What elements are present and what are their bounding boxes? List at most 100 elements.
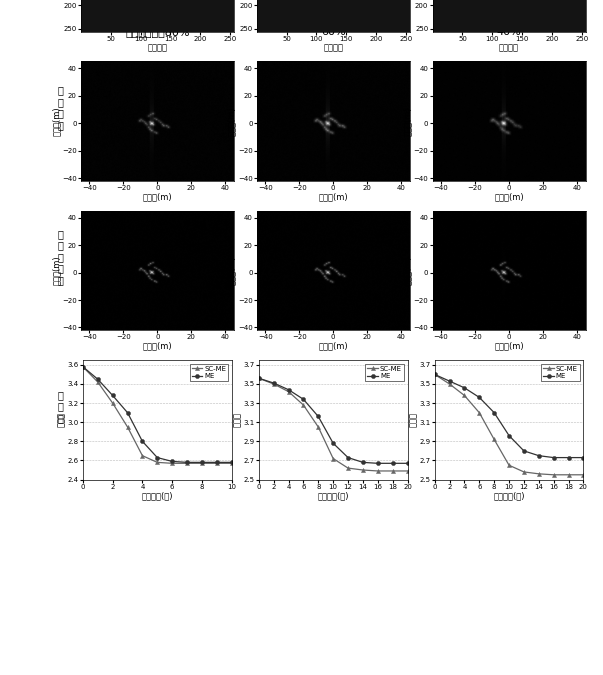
ME <box>550 454 557 462</box>
ME <box>491 408 498 416</box>
ME <box>374 459 382 467</box>
SC-ME <box>80 362 87 371</box>
Text: 图
像
熵: 图 像 熵 <box>57 389 63 423</box>
Text: 60%: 60% <box>321 27 346 37</box>
SC-ME <box>446 380 453 388</box>
SC-ME <box>285 387 292 396</box>
Y-axis label: 方位向(m): 方位向(m) <box>227 107 236 136</box>
SC-ME <box>505 461 513 469</box>
SC-ME <box>124 423 131 431</box>
X-axis label: 脉冲序号: 脉冲序号 <box>323 43 343 52</box>
ME <box>315 412 322 421</box>
Legend: SC-ME, ME: SC-ME, ME <box>541 364 580 381</box>
Line: SC-ME: SC-ME <box>257 376 409 473</box>
SC-ME <box>389 467 396 475</box>
Text: 本
发
明
的
方: 本 发 明 的 方 <box>57 229 63 286</box>
ME <box>431 371 438 379</box>
SC-ME <box>300 401 307 409</box>
Line: SC-ME: SC-ME <box>81 364 234 465</box>
SC-ME <box>550 470 557 479</box>
Text: 孔径稀疏度：80%: 孔径稀疏度：80% <box>125 27 189 37</box>
SC-ME <box>109 399 116 407</box>
SC-ME <box>431 371 438 379</box>
SC-ME <box>580 470 587 479</box>
Y-axis label: 图像熵: 图像熵 <box>409 412 418 427</box>
SC-ME <box>344 464 352 472</box>
ME <box>228 458 235 466</box>
Line: SC-ME: SC-ME <box>432 373 586 477</box>
Legend: SC-ME, ME: SC-ME, ME <box>189 364 228 381</box>
ME <box>198 458 206 466</box>
ME <box>330 439 337 448</box>
ME <box>446 377 453 385</box>
SC-ME <box>359 466 367 474</box>
ME <box>154 454 161 462</box>
ME <box>80 362 87 371</box>
SC-ME <box>213 459 221 467</box>
ME <box>461 384 468 392</box>
ME <box>300 396 307 404</box>
X-axis label: 距离向(m): 距离向(m) <box>318 192 348 201</box>
ME <box>535 452 543 460</box>
Text: 40%: 40% <box>497 27 522 37</box>
Y-axis label: 方位向(m): 方位向(m) <box>51 256 60 286</box>
ME <box>359 458 367 466</box>
SC-ME <box>535 470 543 478</box>
SC-ME <box>169 459 176 467</box>
X-axis label: 距离向(m): 距离向(m) <box>142 192 172 201</box>
SC-ME <box>315 423 322 431</box>
ME <box>255 374 262 382</box>
ME <box>580 454 587 462</box>
ME <box>169 458 176 466</box>
X-axis label: 脉冲序号: 脉冲序号 <box>499 43 519 52</box>
Text: 最
小
熵
法: 最 小 熵 法 <box>57 85 63 130</box>
SC-ME <box>374 467 382 475</box>
ME <box>565 454 572 462</box>
ME <box>213 458 221 466</box>
SC-ME <box>491 435 498 443</box>
X-axis label: 距离向(m): 距离向(m) <box>318 342 348 351</box>
Y-axis label: 方位向(m): 方位向(m) <box>51 107 60 136</box>
X-axis label: 距离向(m): 距离向(m) <box>142 342 172 351</box>
Legend: SC-ME, ME: SC-ME, ME <box>365 364 404 381</box>
SC-ME <box>565 470 572 479</box>
X-axis label: 迭代次数(次): 迭代次数(次) <box>317 491 349 500</box>
ME <box>505 431 513 439</box>
X-axis label: 距离向(m): 距离向(m) <box>494 192 524 201</box>
SC-ME <box>154 458 161 466</box>
ME <box>109 392 116 400</box>
ME <box>404 459 411 467</box>
ME <box>124 408 131 416</box>
X-axis label: 迭代次数(次): 迭代次数(次) <box>142 491 173 500</box>
SC-ME <box>198 459 206 467</box>
SC-ME <box>228 459 235 467</box>
Line: ME: ME <box>257 376 409 465</box>
SC-ME <box>255 374 262 382</box>
SC-ME <box>476 408 483 416</box>
SC-ME <box>270 380 277 388</box>
ME <box>183 458 191 466</box>
ME <box>94 375 101 383</box>
ME <box>285 385 292 394</box>
ME <box>389 459 396 467</box>
ME <box>270 379 277 387</box>
SC-ME <box>404 467 411 475</box>
Y-axis label: 方位向(m): 方位向(m) <box>227 256 236 286</box>
SC-ME <box>139 452 146 460</box>
SC-ME <box>520 468 528 476</box>
Y-axis label: 方位向(m): 方位向(m) <box>403 107 412 136</box>
ME <box>520 447 528 455</box>
Line: ME: ME <box>432 373 586 460</box>
Y-axis label: 方位向(m): 方位向(m) <box>403 256 412 286</box>
Y-axis label: 图像熵: 图像熵 <box>233 412 242 427</box>
Line: ME: ME <box>81 364 234 464</box>
ME <box>476 394 483 402</box>
Y-axis label: 图像熵: 图像熵 <box>57 412 66 427</box>
X-axis label: 迭代次数(次): 迭代次数(次) <box>493 491 525 500</box>
X-axis label: 脉冲序号: 脉冲序号 <box>147 43 167 52</box>
ME <box>344 454 352 462</box>
SC-ME <box>461 392 468 400</box>
SC-ME <box>94 378 101 386</box>
SC-ME <box>183 459 191 467</box>
SC-ME <box>330 454 337 462</box>
